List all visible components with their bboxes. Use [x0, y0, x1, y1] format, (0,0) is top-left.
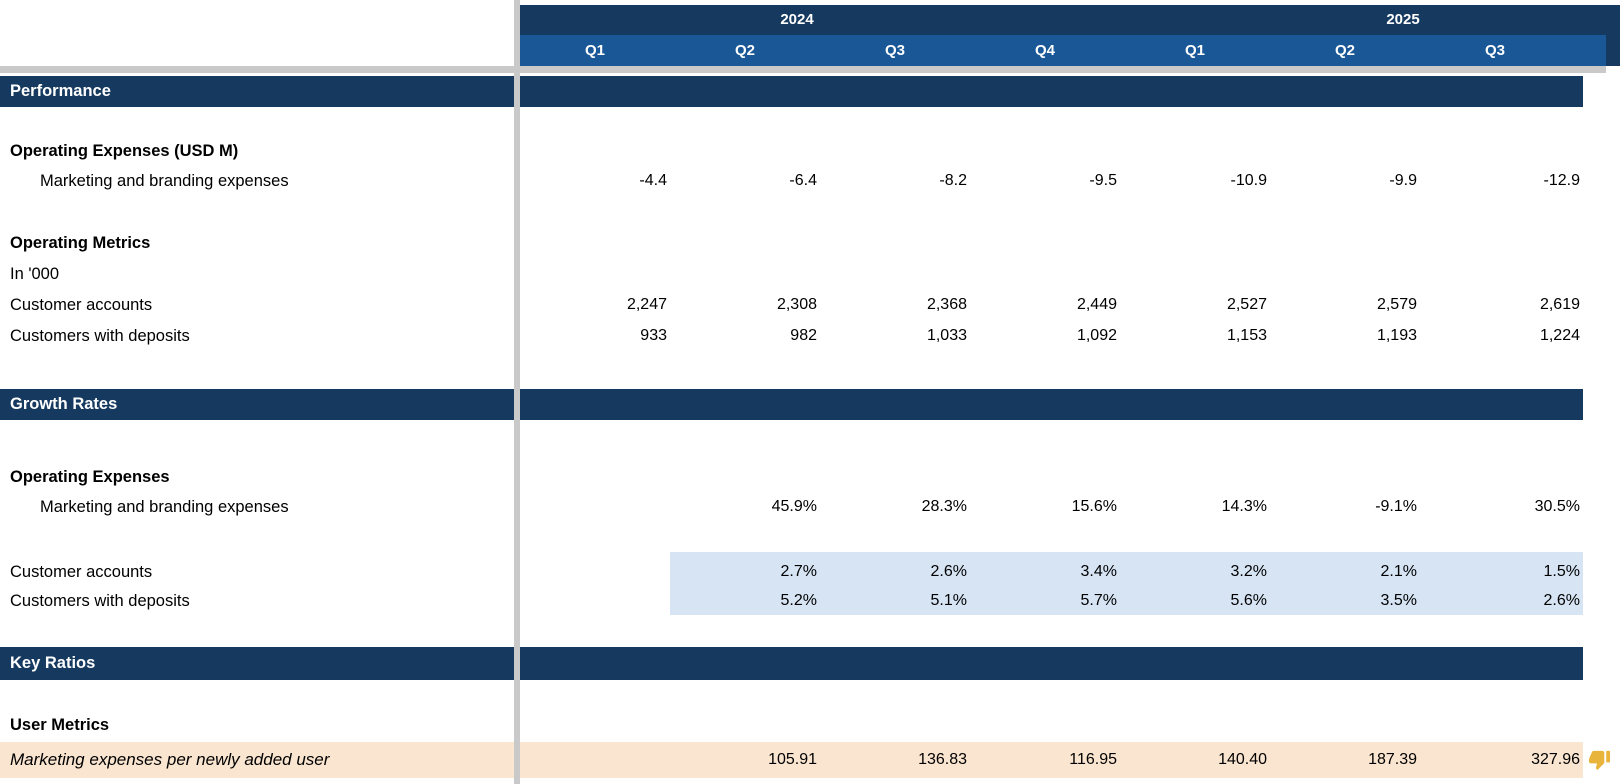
row-opex-usd-header: Operating Expenses (USD M): [0, 136, 1620, 166]
row-label-operating-metrics[interactable]: Operating Metrics: [10, 234, 151, 252]
value-cell[interactable]: 3.4%: [1080, 563, 1117, 580]
row-label-user-metrics[interactable]: User Metrics: [10, 716, 110, 734]
value-cell[interactable]: -9.1%: [1375, 498, 1417, 515]
value-cell[interactable]: 2.6%: [1543, 592, 1580, 609]
row-label-marketing-per-new-user[interactable]: Marketing expenses per newly added user: [10, 750, 330, 769]
value-cell[interactable]: 2,619: [1539, 296, 1580, 313]
value-cell[interactable]: 5.1%: [930, 592, 967, 609]
row-label-operating-expenses[interactable]: Operating Expenses: [10, 468, 170, 486]
growth-highlight-band: [670, 552, 1583, 615]
row-customers-with-deposits: Customers with deposits 933 982 1,033 1,…: [0, 321, 1620, 351]
value-cell[interactable]: 2.6%: [930, 563, 967, 580]
value-cell[interactable]: 327.96: [1531, 751, 1580, 768]
row-label-units[interactable]: In '000: [10, 265, 60, 283]
value-cell[interactable]: 1,224: [1539, 327, 1580, 344]
year-header-2025[interactable]: 2025: [1386, 11, 1420, 28]
quarter-header-cell[interactable]: Q3: [884, 42, 905, 59]
value-cell[interactable]: -9.9: [1389, 172, 1417, 189]
value-cell[interactable]: 45.9%: [771, 498, 817, 515]
value-cell[interactable]: 1.5%: [1543, 563, 1580, 580]
value-cell[interactable]: 187.39: [1368, 751, 1417, 768]
section-bar-key-ratios[interactable]: Key Ratios: [0, 647, 1583, 680]
row-label-marketing-branding[interactable]: Marketing and branding expenses: [40, 498, 289, 516]
row-label-marketing-branding[interactable]: Marketing and branding expenses: [40, 172, 289, 190]
row-label-customer-accounts[interactable]: Customer accounts: [10, 296, 153, 314]
value-cell[interactable]: 2,527: [1226, 296, 1267, 313]
row-marketing-growth: Marketing and branding expenses 45.9% 28…: [0, 492, 1620, 522]
frozen-column-divider[interactable]: [514, 0, 520, 784]
value-cell[interactable]: 2,368: [926, 296, 967, 313]
key-ratio-highlight-band: [0, 742, 1583, 778]
value-cell[interactable]: 2,449: [1076, 296, 1117, 313]
row-label-customer-accounts[interactable]: Customer accounts: [10, 563, 153, 581]
quarter-header-cell[interactable]: Q3: [1484, 42, 1505, 59]
value-cell[interactable]: 14.3%: [1221, 498, 1267, 515]
quarter-header-cell[interactable]: Q2: [1334, 42, 1355, 59]
row-marketing-expenses: Marketing and branding expenses -4.4 -6.…: [0, 166, 1620, 196]
row-units: In '000: [0, 259, 1620, 289]
frozen-row-divider[interactable]: [0, 66, 1606, 73]
value-cell[interactable]: 1,193: [1376, 327, 1417, 344]
row-opex-growth-header: Operating Expenses: [0, 462, 1620, 492]
value-cell[interactable]: 1,033: [926, 327, 967, 344]
value-cell[interactable]: 3.2%: [1230, 563, 1267, 580]
value-cell[interactable]: 5.7%: [1080, 592, 1117, 609]
value-cell[interactable]: 3.5%: [1380, 592, 1417, 609]
thumbs-down-icon: [1588, 748, 1611, 771]
value-cell[interactable]: 105.91: [768, 751, 817, 768]
value-cell[interactable]: 15.6%: [1071, 498, 1117, 515]
year-header-2024[interactable]: 2024: [780, 11, 814, 28]
value-cell[interactable]: 2.7%: [780, 563, 817, 580]
value-cell[interactable]: 5.2%: [780, 592, 817, 609]
quarter-header-cell[interactable]: Q2: [734, 42, 755, 59]
value-cell[interactable]: 2,247: [626, 296, 667, 313]
value-cell[interactable]: 2,579: [1376, 296, 1417, 313]
row-marketing-per-user: Marketing expenses per newly added user …: [0, 745, 1620, 775]
row-customer-accounts-growth: Customer accounts 2.7% 2.6% 3.4% 3.2% 2.…: [0, 557, 1620, 587]
value-cell[interactable]: -9.5: [1089, 172, 1117, 189]
value-cell[interactable]: -8.2: [939, 172, 967, 189]
section-bar-performance[interactable]: Performance: [0, 76, 1583, 107]
value-cell[interactable]: 28.3%: [921, 498, 967, 515]
row-customers-with-deposits-growth: Customers with deposits 5.2% 5.1% 5.7% 5…: [0, 586, 1620, 616]
value-cell[interactable]: -12.9: [1543, 172, 1580, 189]
row-label-customers-with-deposits[interactable]: Customers with deposits: [10, 592, 190, 610]
value-cell[interactable]: -6.4: [789, 172, 817, 189]
row-user-metrics-header: User Metrics: [0, 710, 1620, 740]
row-label-operating-expenses-usd[interactable]: Operating Expenses (USD M): [10, 142, 239, 160]
quarter-header-band: [520, 35, 1606, 66]
row-customer-accounts: Customer accounts 2,247 2,308 2,368 2,44…: [0, 290, 1620, 320]
value-cell[interactable]: -4.4: [639, 172, 667, 189]
value-cell[interactable]: 982: [790, 327, 817, 344]
value-cell[interactable]: 2.1%: [1380, 563, 1417, 580]
value-cell[interactable]: 1,153: [1226, 327, 1267, 344]
section-bar-growth-rates[interactable]: Growth Rates: [0, 389, 1583, 420]
row-operating-metrics-header: Operating Metrics: [0, 228, 1620, 258]
quarter-header-cell[interactable]: Q4: [1034, 42, 1055, 59]
value-cell[interactable]: 5.6%: [1230, 592, 1267, 609]
quarter-header-cell[interactable]: Q1: [584, 42, 605, 59]
value-cell[interactable]: 30.5%: [1534, 498, 1580, 515]
value-cell[interactable]: 116.95: [1069, 751, 1117, 768]
value-cell[interactable]: 136.83: [918, 751, 967, 768]
row-label-customers-with-deposits[interactable]: Customers with deposits: [10, 327, 190, 345]
value-cell[interactable]: 1,092: [1076, 327, 1117, 344]
quarter-header-cell[interactable]: Q1: [1184, 42, 1205, 59]
value-cell[interactable]: 140.40: [1218, 751, 1267, 768]
value-cell[interactable]: -10.9: [1230, 172, 1267, 189]
value-cell[interactable]: 2,308: [776, 296, 817, 313]
value-cell[interactable]: 933: [640, 327, 667, 344]
